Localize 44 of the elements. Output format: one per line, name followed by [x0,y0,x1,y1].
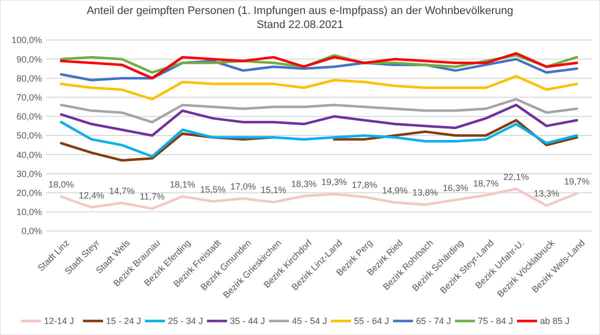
data-label: 18,1% [170,179,196,190]
data-label: 17,0% [230,182,256,192]
legend-label: 15 - 24 J [106,316,142,326]
data-label: 13,8% [412,188,438,198]
legend-label: 65 - 74 J [416,316,452,326]
data-label: 22,1% [503,172,529,182]
data-label: 17,8% [352,180,378,190]
data-label: 11,7% [140,192,165,202]
line-series [60,98,578,124]
y-tick-label: 80,0% [16,73,42,84]
legend-label: 45 - 54 J [292,316,328,326]
y-tick-label: 0,0% [21,226,42,236]
data-label: 15,1% [260,185,286,196]
legend-label: 55 - 64 J [354,316,390,326]
line-series [60,104,578,137]
data-label: 13,3% [534,188,560,199]
data-label: 18,3% [291,179,317,190]
legend-label: 75 - 84 J [478,316,514,326]
y-tick-label: 10,0% [16,207,42,218]
legend-label: ab 85 J [540,316,570,326]
data-label: 16,3% [442,182,468,193]
y-tick-label: 30,0% [16,168,42,179]
legend-label: 35 - 44 J [230,316,266,326]
line-series [60,75,578,100]
y-tick-label: 90,0% [16,54,42,64]
y-tick-label: 40,0% [16,150,42,160]
data-label: 18,0% [48,180,74,190]
data-label: 19,7% [564,176,590,186]
chart-title: Anteil der geimpften Personen (1. Impfungen aus e-Impfpass) an der Wohnbevölkerung [86,5,514,17]
line-series [60,52,578,80]
data-label: 19,3% [321,177,347,188]
legend-label: 25 - 34 J [168,316,204,326]
y-tick-label: 60,0% [16,112,42,122]
y-tick-label: 70,0% [16,92,42,102]
data-label: 12,4% [78,190,104,200]
y-tick-label: 50,0% [16,130,42,141]
legend-label: 12-14 J [44,316,74,326]
y-tick-label: 100,0% [11,35,42,46]
chart-subtitle: Stand 22.08.2021 [256,19,344,31]
data-label: 18,7% [473,178,499,188]
data-label: 15,5% [200,184,226,194]
y-tick-label: 20,0% [16,188,42,198]
data-label: 14,9% [382,186,408,196]
data-label: 14,7% [109,186,135,196]
